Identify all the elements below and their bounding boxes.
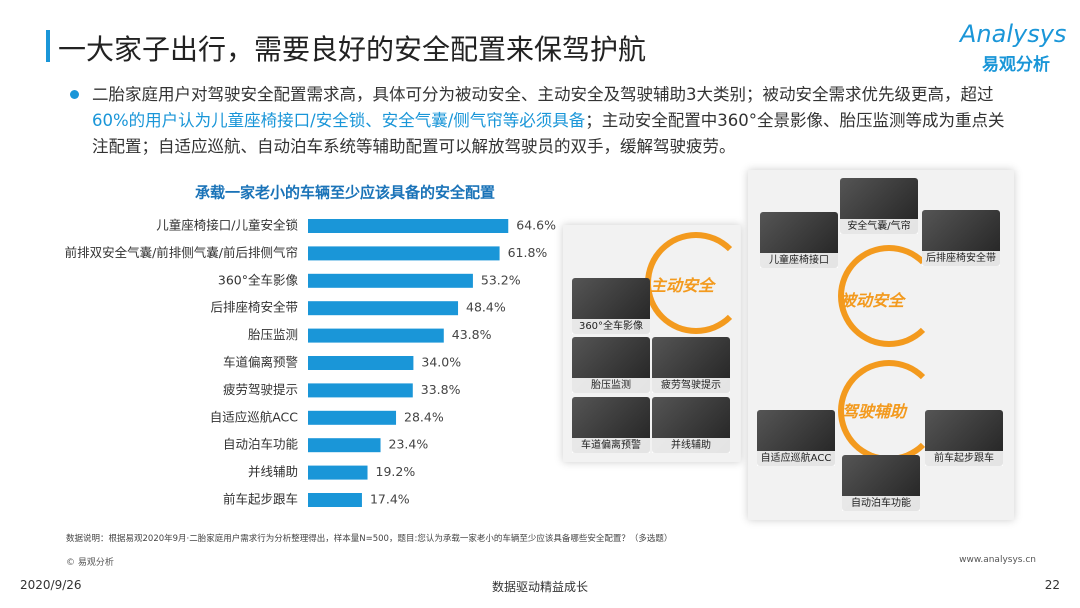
group-label: 主动安全 [650,276,715,295]
tile-caption: 前车起步跟车 [925,451,1003,466]
category-label: 前车起步跟车 [223,492,298,507]
date: 2020/9/26 [20,578,82,592]
bar [308,493,362,507]
slogan: 数据驱动精益成长 [491,580,588,594]
photo-tile: 疲劳驾驶提示 [652,337,730,393]
page-number: 22 [1044,578,1060,592]
value-label: 19.2% [376,464,416,479]
photo-tile: 胎压监测 [572,337,650,393]
value-label: 48.4% [466,300,506,315]
chart-title: 承载一家老小的车辆至少应该具备的安全配置 [195,184,495,202]
data-note: 数据说明：根据易观2020年9月·二胎家庭用户需求行为分析整理得出，样本量N=5… [66,534,673,544]
photo-tile: 安全气囊/气帘 [840,178,918,234]
value-label: 43.8% [452,327,492,342]
bar [308,410,397,425]
group-label: 驾驶辅助 [842,402,907,421]
summary-text: 二胎家庭用户对驾驶安全配置需求高，具体可分为被动安全、主动安全及驾驶辅助3大类别… [92,85,994,104]
ring [838,245,940,347]
category-label: 并线辅助 [248,464,298,479]
tile-caption: 胎压监测 [572,378,650,393]
photo-tile: 自适应巡航ACC [757,410,835,466]
value-label: 34.0% [421,355,461,370]
photo-tile: 车道偏离预警 [572,397,650,453]
photo-tile: 前车起步跟车 [925,410,1003,466]
photo-tile: 儿童座椅接口 [760,212,838,268]
category-label: 疲劳驾驶提示 [223,382,298,397]
photo-tile: 并线辅助 [652,397,730,453]
value-label: 61.8% [508,245,548,260]
url: www.analysys.cn [959,555,1036,565]
category-label: 后排座椅安全带 [210,300,298,315]
tile-caption: 自动泊车功能 [842,496,920,511]
logo-cn: 易观分析 [982,55,1050,75]
value-label: 33.8% [421,382,461,397]
logo-en: Analysys [960,20,1067,48]
tile-caption: 疲劳驾驶提示 [652,378,730,393]
category-label: 车道偏离预警 [223,355,298,370]
bar [308,301,459,316]
value-label: 17.4% [370,492,410,507]
bar [308,328,444,343]
summary: 二胎家庭用户对驾驶安全配置需求高，具体可分为被动安全、主动安全及驾驶辅助3大类别… [92,82,1012,160]
slide-title: 一大家子出行，需要良好的安全配置来保驾护航 [58,33,647,66]
value-label: 64.6% [516,218,556,233]
value-label: 53.2% [481,272,521,287]
tile-caption: 自适应巡航ACC [757,451,835,466]
bar [308,356,414,370]
tile-caption: 车道偏离预警 [572,438,650,453]
group-label: 被动安全 [840,291,905,310]
tile-caption: 儿童座椅接口 [760,253,838,268]
bar [308,383,413,398]
tile-caption: 安全气囊/气帘 [840,219,918,234]
category-label: 前排双安全气囊/前排侧气囊/前后排侧气帘 [65,245,298,260]
category-label: 自适应巡航ACC [210,409,299,424]
summary-highlight: 60%的用户认为儿童座椅接口/安全锁、安全气囊/侧气帘等必须具备 [92,111,586,130]
bar [308,246,500,261]
summary-text: ；主动安全配置中360°全景影像、胎压监测等成为重点关注配置；自适应巡航、自动泊… [92,111,1005,156]
bar [308,273,473,288]
photo-tile: 360°全车影像 [572,278,650,334]
photo-tile: 自动泊车功能 [842,455,920,511]
copyright: © 易观分析 [66,558,114,568]
bar [308,219,509,233]
bullet [70,90,79,99]
category-label: 360°全车影像 [218,272,299,287]
chart: 承载一家老小的车辆至少应该具备的安全配置 儿童座椅接口/儿童安全锁 64.6% 前排… [65,184,556,507]
value-label: 28.4% [404,409,444,424]
category-label: 自动泊车功能 [223,437,299,452]
tile-caption: 并线辅助 [652,438,730,453]
tile-caption: 360°全车影像 [572,319,650,334]
tile-caption: 后排座椅安全带 [922,251,1000,266]
photo-tile: 后排座椅安全带 [922,210,1000,266]
value-label: 23.4% [389,437,429,452]
category-label: 儿童座椅接口/儿童安全锁 [156,218,298,233]
bar [308,438,381,453]
category-label: 胎压监测 [248,327,298,342]
title-bar [46,30,50,62]
bar [308,465,368,480]
